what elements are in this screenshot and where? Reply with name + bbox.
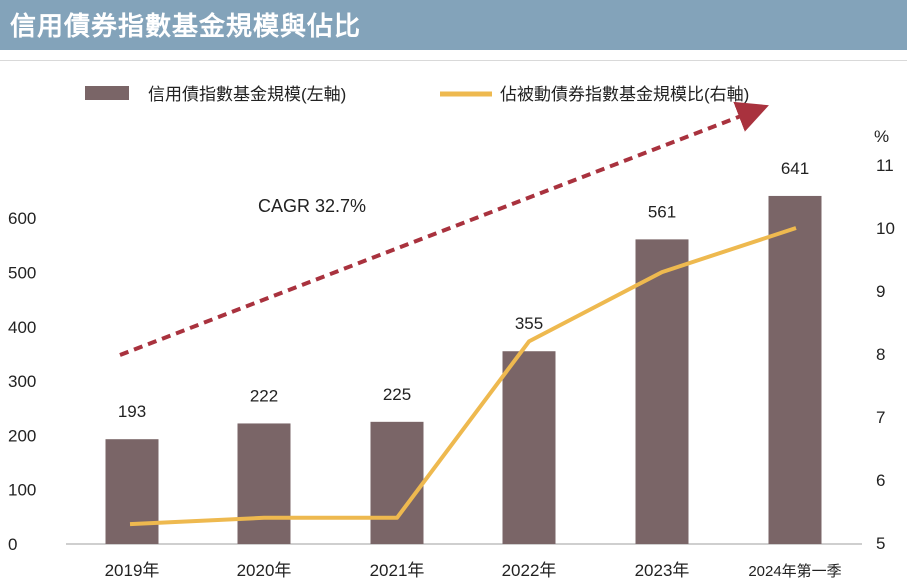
y-left-tick-label: 100 [8,481,36,500]
cagr-annotation: CAGR 32.7% [258,196,366,216]
y-right-tick-label: 8 [876,345,885,364]
y-left-tick-label: 300 [8,372,36,391]
x-tick-label: 2020年 [237,561,292,580]
y-right-tick-label: 7 [876,408,885,427]
bar [370,421,424,544]
page-title: 信用債券指數基金規模與佔比 [10,12,362,42]
bar-value-label: 355 [515,314,543,333]
y-left-tick-label: 600 [8,209,36,228]
y-left-tick-label: 400 [8,318,36,337]
legend-swatch-bar [85,86,129,100]
bar [105,439,159,544]
y-right-tick-label: 5 [876,534,885,553]
y-right-unit-label: % [874,127,889,146]
x-tick-label: 2023年 [635,561,690,580]
x-tick-label: 2021年 [370,561,425,580]
legend-label-line: 佔被動債券指數基金規模比(右軸) [500,85,749,104]
title-divider [0,60,907,61]
legend: 信用債指數基金規模(左軸) 佔被動債券指數基金規模比(右軸) [85,85,749,104]
title-bar: 信用債券指數基金規模與佔比 [0,0,907,50]
y-left-tick-label: 500 [8,264,36,283]
x-tick-label: 2022年 [502,561,557,580]
y-left-tick-label: 200 [8,426,36,445]
y-left-tick-label: 0 [8,535,17,554]
bar [237,423,291,544]
bar-value-label: 222 [250,386,278,405]
legend-label-bar: 信用債指數基金規模(左軸) [148,85,346,104]
bar-value-label: 225 [383,385,411,404]
x-tick-label: 2024年第一季 [748,562,841,580]
x-tick-label: 2019年 [105,561,160,580]
bar-value-label: 641 [781,159,809,178]
y-right-tick-label: 9 [876,282,885,301]
y-right-tick-label: 10 [876,219,895,238]
bar-value-label: 193 [118,402,146,421]
bar [768,195,822,544]
bar-value-label: 561 [648,202,676,221]
line-series [129,226,797,527]
cagr-arrow [119,101,769,357]
y-right-tick-label: 6 [876,471,885,490]
bar [502,351,556,544]
y-right-tick-label: 11 [876,156,894,175]
bar [635,239,689,544]
